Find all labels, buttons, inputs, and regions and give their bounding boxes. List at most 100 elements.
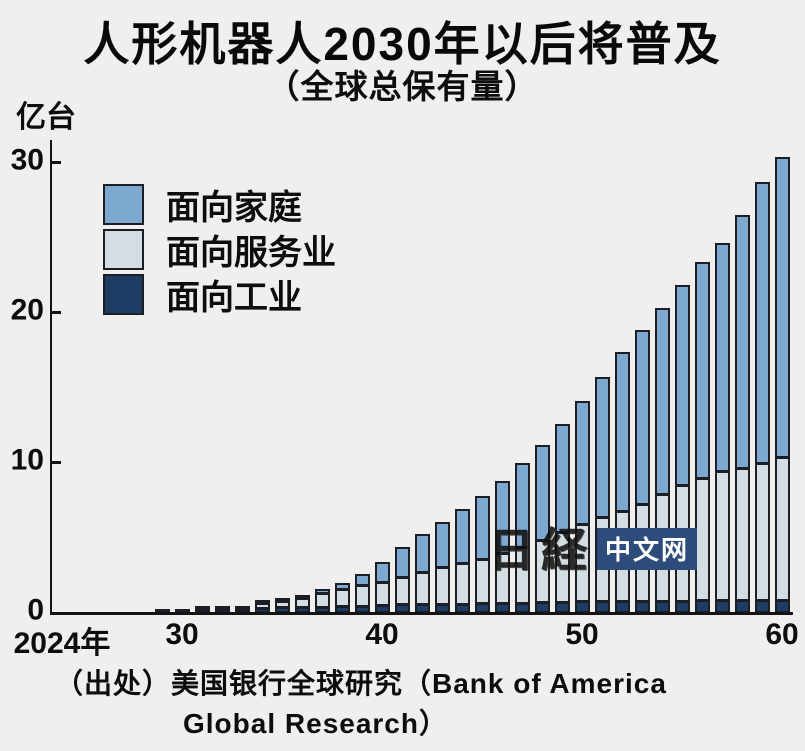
bar-segment-2031-面向服务业 — [194, 606, 210, 609]
bar-segment-2035-面向服务业 — [274, 601, 290, 607]
bar-2032 — [214, 606, 230, 612]
bar-2058 — [734, 215, 750, 612]
legend-item-1: 面向服务业 — [103, 228, 336, 272]
legend: 面向家庭面向服务业面向工业 — [103, 183, 336, 318]
bar-2059 — [754, 182, 770, 612]
bar-segment-2036-面向家庭 — [294, 595, 310, 598]
bar-segment-2039-面向服务业 — [354, 585, 370, 606]
bar-segment-2059-面向家庭 — [754, 182, 770, 463]
bar-segment-2039-面向工业 — [354, 606, 370, 612]
bar-segment-2053-面向工业 — [634, 601, 650, 612]
source-line-1: （出处）美国银行全球研究（Bank of America — [55, 668, 667, 699]
bar-segment-2034-面向服务业 — [254, 603, 270, 608]
bar-segment-2050-面向家庭 — [574, 401, 590, 524]
watermark-brand: 日経 — [488, 523, 594, 577]
bar-segment-2038-面向工业 — [334, 606, 350, 612]
bar-segment-2031-面向工业 — [194, 609, 210, 612]
bar-2044 — [454, 509, 470, 612]
bar-segment-2032-面向工业 — [214, 609, 230, 612]
bar-segment-2044-面向家庭 — [454, 509, 470, 563]
bar-segment-2039-面向家庭 — [354, 574, 370, 585]
bar-segment-2038-面向服务业 — [334, 589, 350, 606]
y-label-20: 20 — [10, 293, 44, 327]
bar-segment-2041-面向工业 — [394, 604, 410, 612]
bar-segment-2057-面向家庭 — [714, 243, 730, 471]
bar-2045 — [474, 496, 490, 612]
bar-segment-2047-面向工业 — [514, 603, 530, 612]
bar-2039 — [354, 574, 370, 612]
bar-segment-2033-面向工业 — [234, 609, 250, 612]
bar-2057 — [714, 243, 730, 612]
bar-segment-2058-面向工业 — [734, 600, 750, 612]
bar-2047 — [514, 463, 530, 612]
y-label-0: 0 — [27, 593, 44, 627]
bar-segment-2048-面向家庭 — [534, 445, 550, 540]
bar-segment-2049-面向家庭 — [554, 424, 570, 532]
bar-segment-2057-面向服务业 — [714, 471, 730, 600]
bar-segment-2040-面向服务业 — [374, 582, 390, 605]
bar-2035 — [274, 598, 290, 612]
legend-label-2: 面向工业 — [166, 278, 302, 317]
bar-segment-2051-面向家庭 — [594, 377, 610, 517]
bar-2043 — [434, 522, 450, 612]
bar-segment-2060-面向服务业 — [774, 457, 790, 600]
bar-2036 — [294, 595, 310, 612]
bar-2030 — [174, 609, 190, 612]
bar-segment-2059-面向工业 — [754, 600, 770, 612]
bar-2060 — [774, 157, 790, 612]
x-label-2050: 50 — [565, 618, 599, 651]
bar-segment-2044-面向服务业 — [454, 563, 470, 604]
bar-2042 — [414, 534, 430, 612]
y-label-30: 30 — [10, 143, 44, 177]
bar-2041 — [394, 547, 410, 612]
bar-segment-2057-面向工业 — [714, 600, 730, 612]
chart-subtitle: （全球总保有量） — [266, 68, 539, 105]
y-label-10: 10 — [10, 443, 44, 477]
x-label-2060: 60 — [765, 618, 799, 651]
bar-segment-2058-面向服务业 — [734, 468, 750, 600]
bar-2033 — [234, 606, 250, 612]
bar-2056 — [694, 262, 710, 612]
bar-segment-2042-面向服务业 — [414, 572, 430, 604]
bar-segment-2048-面向服务业 — [534, 540, 550, 602]
legend-swatch-2 — [103, 273, 144, 315]
bar-segment-2045-面向服务业 — [474, 559, 490, 603]
bar-segment-2049-面向服务业 — [554, 532, 570, 602]
bar-2048 — [534, 445, 550, 612]
bar-segment-2037-面向家庭 — [314, 589, 330, 593]
y-tick-30 — [52, 161, 61, 164]
bar-2046 — [494, 481, 510, 612]
bar-2051 — [594, 377, 610, 612]
bar-segment-2056-面向工业 — [694, 600, 710, 612]
bar-2052 — [614, 352, 630, 612]
bar-segment-2037-面向工业 — [314, 607, 330, 612]
bar-segment-2032-面向服务业 — [214, 606, 230, 609]
bar-2031 — [194, 606, 210, 612]
bar-segment-2060-面向家庭 — [774, 157, 790, 457]
legend-swatch-0 — [103, 183, 144, 225]
bar-segment-2042-面向家庭 — [414, 534, 430, 572]
bar-segment-2059-面向服务业 — [754, 463, 770, 600]
bar-segment-2043-面向服务业 — [434, 567, 450, 604]
bar-segment-2040-面向家庭 — [374, 562, 390, 582]
bar-segment-2053-面向家庭 — [634, 330, 650, 504]
bar-2029 — [154, 609, 170, 612]
bar-segment-2040-面向工业 — [374, 605, 390, 612]
bar-segment-2043-面向工业 — [434, 604, 450, 612]
legend-item-0: 面向家庭 — [103, 183, 336, 227]
bar-segment-2054-面向家庭 — [654, 308, 670, 494]
legend-label-0: 面向家庭 — [166, 188, 302, 227]
legend-label-1: 面向服务业 — [166, 233, 336, 272]
chart-title: 人形机器人2030年以后将普及 — [83, 18, 722, 70]
bar-segment-2048-面向工业 — [534, 602, 550, 612]
x-label-2030: 30 — [165, 618, 199, 651]
watermark-badge: 中文网 — [597, 528, 698, 570]
bar-segment-2052-面向家庭 — [614, 352, 630, 511]
bar-segment-2050-面向服务业 — [574, 524, 590, 601]
bar-segment-2047-面向家庭 — [514, 463, 530, 547]
bar-segment-2045-面向工业 — [474, 603, 490, 612]
y-axis-unit-label: 亿台 — [16, 101, 76, 134]
bar-segment-2060-面向工业 — [774, 600, 790, 612]
bar-segment-2034-面向工业 — [254, 608, 270, 612]
